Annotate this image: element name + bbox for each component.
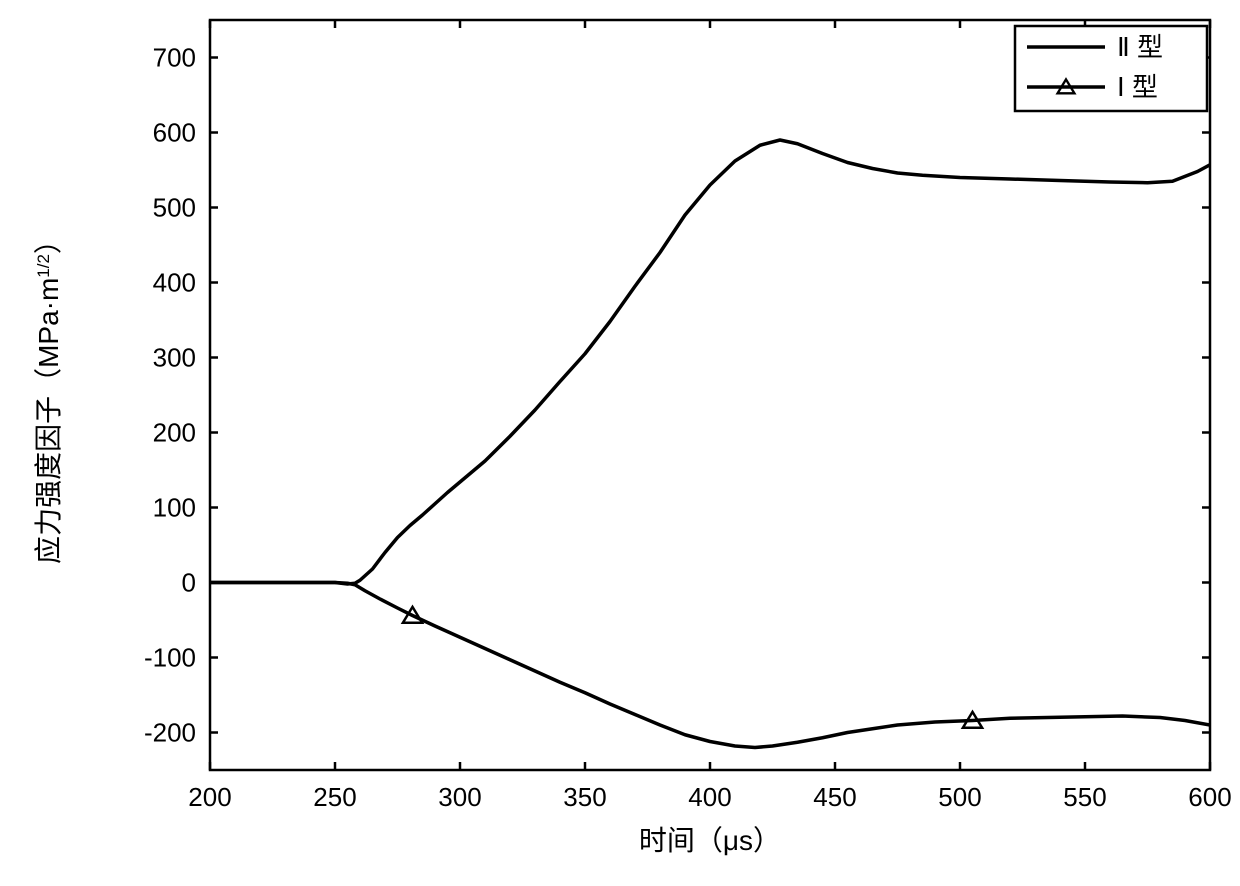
x-tick-label: 300 <box>438 782 481 812</box>
chart-svg: 200 250 300 350 400 450 500 550 600 -200 -100 0 100 2… <box>0 0 1240 881</box>
legend-label: Ⅰ 型 <box>1117 72 1158 102</box>
y-tick-label: 0 <box>182 568 196 598</box>
x-tick-label: 550 <box>1063 782 1106 812</box>
x-tick-label: 250 <box>313 782 356 812</box>
y-tick-label: 300 <box>153 343 196 373</box>
chart-container: 200 250 300 350 400 450 500 550 600 -200 -100 0 100 2… <box>0 0 1240 881</box>
legend-box <box>1015 26 1207 111</box>
x-tick-label: 350 <box>563 782 606 812</box>
x-tick-label: 500 <box>938 782 981 812</box>
x-axis-label: 时间（μs） <box>639 825 781 856</box>
x-tick-label: 600 <box>1188 782 1231 812</box>
legend-label: Ⅱ 型 <box>1117 32 1163 62</box>
y-tick-label: 100 <box>153 493 196 523</box>
y-tick-label: 400 <box>153 268 196 298</box>
x-tick-label: 450 <box>813 782 856 812</box>
y-tick-label: -200 <box>144 718 196 748</box>
x-tick-label: 200 <box>188 782 231 812</box>
y-tick-label: 700 <box>153 43 196 73</box>
y-tick-label: 200 <box>153 418 196 448</box>
x-tick-label: 400 <box>688 782 731 812</box>
y-tick-label: -100 <box>144 643 196 673</box>
y-tick-label: 600 <box>153 118 196 148</box>
y-tick-label: 500 <box>153 193 196 223</box>
